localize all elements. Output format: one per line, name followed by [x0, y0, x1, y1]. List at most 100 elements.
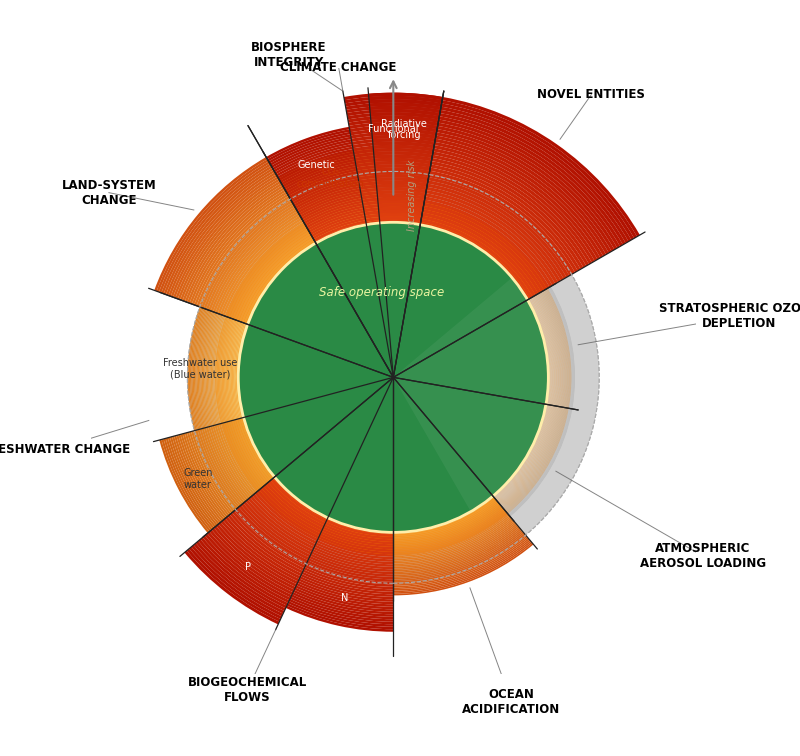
Wedge shape: [187, 187, 285, 303]
Wedge shape: [506, 408, 567, 513]
Wedge shape: [227, 224, 306, 318]
Wedge shape: [215, 213, 300, 314]
Wedge shape: [422, 215, 535, 297]
Wedge shape: [442, 101, 637, 238]
Wedge shape: [231, 322, 242, 420]
Wedge shape: [210, 530, 293, 595]
Circle shape: [234, 218, 553, 537]
Wedge shape: [221, 520, 299, 581]
Wedge shape: [310, 213, 365, 235]
Wedge shape: [221, 423, 258, 492]
Wedge shape: [494, 404, 550, 499]
Circle shape: [230, 214, 557, 541]
Wedge shape: [291, 176, 358, 203]
Wedge shape: [185, 550, 279, 624]
Wedge shape: [494, 404, 547, 497]
Wedge shape: [394, 522, 516, 569]
Wedge shape: [428, 177, 570, 277]
Wedge shape: [498, 405, 554, 503]
Wedge shape: [548, 288, 572, 408]
Wedge shape: [327, 517, 394, 534]
Wedge shape: [292, 178, 358, 205]
Wedge shape: [294, 180, 376, 208]
Wedge shape: [509, 408, 571, 516]
Circle shape: [233, 217, 554, 538]
Wedge shape: [379, 216, 422, 222]
Wedge shape: [497, 405, 552, 501]
Wedge shape: [546, 289, 570, 408]
Circle shape: [219, 203, 568, 552]
Circle shape: [314, 299, 472, 456]
Wedge shape: [304, 199, 378, 224]
Wedge shape: [202, 535, 290, 603]
Wedge shape: [537, 294, 560, 406]
Wedge shape: [501, 406, 558, 506]
Circle shape: [220, 204, 566, 550]
Wedge shape: [356, 164, 430, 171]
Wedge shape: [273, 476, 328, 520]
Wedge shape: [361, 191, 426, 197]
Wedge shape: [290, 171, 375, 200]
Wedge shape: [310, 212, 379, 235]
Wedge shape: [371, 122, 438, 129]
Wedge shape: [394, 521, 515, 567]
Circle shape: [333, 317, 454, 438]
Wedge shape: [301, 194, 378, 219]
Circle shape: [236, 220, 551, 534]
Wedge shape: [394, 502, 498, 541]
Circle shape: [322, 305, 465, 449]
Wedge shape: [549, 287, 574, 409]
Wedge shape: [305, 203, 363, 226]
Wedge shape: [322, 526, 394, 544]
Wedge shape: [350, 125, 437, 132]
Wedge shape: [530, 298, 553, 405]
Wedge shape: [360, 184, 427, 190]
Wedge shape: [298, 187, 377, 214]
Circle shape: [238, 222, 549, 533]
Wedge shape: [543, 290, 567, 407]
Wedge shape: [394, 543, 534, 596]
Wedge shape: [246, 241, 316, 324]
Wedge shape: [394, 524, 517, 570]
Wedge shape: [542, 291, 566, 407]
Wedge shape: [185, 432, 230, 516]
Wedge shape: [266, 127, 350, 160]
Wedge shape: [234, 231, 310, 321]
Wedge shape: [429, 174, 572, 276]
Wedge shape: [364, 210, 422, 215]
Wedge shape: [194, 309, 207, 429]
Circle shape: [228, 212, 559, 543]
Wedge shape: [352, 138, 435, 145]
Circle shape: [230, 213, 558, 541]
Wedge shape: [231, 420, 266, 485]
Wedge shape: [227, 321, 238, 420]
Wedge shape: [430, 164, 581, 271]
Wedge shape: [502, 407, 562, 508]
Wedge shape: [162, 163, 271, 294]
Wedge shape: [376, 178, 428, 184]
Wedge shape: [536, 295, 558, 406]
Wedge shape: [363, 203, 423, 209]
Wedge shape: [426, 187, 561, 282]
Wedge shape: [378, 194, 426, 200]
Wedge shape: [550, 287, 574, 409]
Wedge shape: [298, 188, 361, 213]
Wedge shape: [219, 318, 231, 423]
Wedge shape: [269, 132, 350, 163]
Wedge shape: [311, 551, 394, 572]
Wedge shape: [290, 172, 375, 201]
Wedge shape: [314, 220, 366, 241]
Wedge shape: [199, 198, 291, 308]
Wedge shape: [534, 296, 557, 406]
Wedge shape: [307, 560, 394, 582]
Wedge shape: [200, 538, 288, 606]
Wedge shape: [187, 307, 201, 431]
Wedge shape: [494, 404, 548, 497]
Wedge shape: [266, 482, 324, 528]
Wedge shape: [315, 542, 394, 562]
Wedge shape: [189, 547, 282, 619]
Wedge shape: [238, 235, 312, 322]
Wedge shape: [204, 428, 245, 503]
Wedge shape: [235, 324, 246, 418]
Circle shape: [326, 309, 462, 445]
